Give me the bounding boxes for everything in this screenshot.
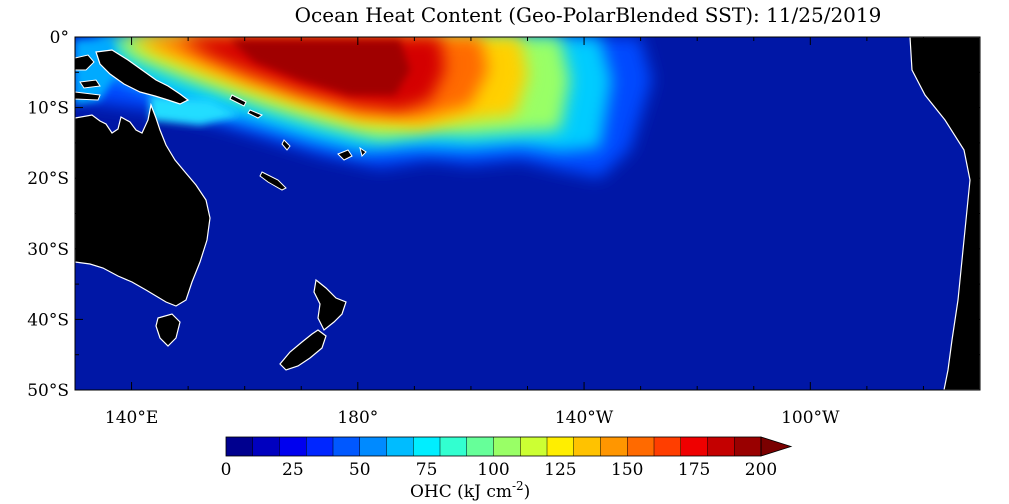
colorbar: 0 25 50 75 100 125 150 175 200 [221, 436, 793, 480]
colorbar-tick-label: 100 [477, 460, 509, 480]
colorbar-tick-label: 75 [416, 460, 438, 480]
colorbar-tick-label: 25 [282, 460, 304, 480]
australia-landmass [75, 102, 211, 307]
colorbar-segment [359, 437, 387, 456]
new-zealand-south-island [279, 329, 327, 371]
new-guinea-landmass [95, 49, 190, 105]
lat-tick-label: 0° [50, 28, 69, 48]
colorbar-segment [306, 437, 334, 456]
colorbar-segment [413, 437, 441, 456]
tasmania-landmass [155, 313, 181, 347]
vanuatu-fiji-islands [281, 139, 367, 161]
lon-tick-label: 140°W [555, 408, 614, 428]
lat-tick-label: 30°S [27, 240, 69, 260]
lon-tick-label: 100°W [781, 408, 840, 428]
colorbar-tick-label: 200 [745, 460, 777, 480]
map-panel [75, 37, 980, 390]
colorbar-segment [547, 437, 575, 456]
lat-tick-label: 20°S [27, 169, 69, 189]
colorbar-tick-label: 50 [349, 460, 371, 480]
colorbar-segment [707, 437, 735, 456]
colorbar-segment [386, 437, 414, 456]
colorbar-segment [734, 437, 762, 456]
colorbar-segment [466, 437, 494, 456]
lat-tick-label: 50°S [27, 381, 69, 401]
colorbar-frame [225, 436, 762, 457]
lat-tick-label: 40°S [27, 310, 69, 330]
colorbar-segment [493, 437, 521, 456]
colorbar-tick-label: 150 [611, 460, 643, 480]
colorbar-segment [680, 437, 708, 456]
colorbar-tick-label: 125 [544, 460, 576, 480]
colorbar-segment [600, 437, 628, 456]
longitude-axis: 140°E 180° 140°W 100°W [74, 37, 981, 428]
latitude-axis: 0° 10°S 20°S 30°S 40°S 50°S [27, 28, 980, 401]
colorbar-segment [573, 437, 601, 456]
solomon-islands [229, 94, 263, 119]
colorbar-segment [520, 437, 548, 456]
lon-tick-label: 180° [337, 408, 378, 428]
new-caledonia [259, 171, 287, 191]
colorbar-segment [226, 437, 254, 456]
south-america-landmass [909, 37, 980, 390]
colorbar-tick-label: 0 [221, 460, 232, 480]
colorbar-extend-arrow [760, 436, 793, 457]
colorbar-segment [279, 437, 307, 456]
warm-pool-field [75, 37, 652, 178]
lon-tick-label: 140°E [105, 408, 158, 428]
new-zealand-north-island [313, 278, 347, 331]
chart-title: Ocean Heat Content (Geo-PolarBlended SST… [295, 3, 882, 27]
colorbar-segment [252, 437, 280, 456]
colorbar-segment [654, 437, 682, 456]
colorbar-tick-label: 175 [678, 460, 710, 480]
indonesia-islands [75, 54, 101, 101]
colorbar-segment [440, 437, 468, 456]
colorbar-segment [627, 437, 655, 456]
colorbar-label: OHC (kJ cm-2) [410, 479, 530, 502]
land-masses [75, 37, 980, 390]
lat-tick-label: 10°S [27, 99, 69, 119]
colorbar-segment [333, 437, 361, 456]
